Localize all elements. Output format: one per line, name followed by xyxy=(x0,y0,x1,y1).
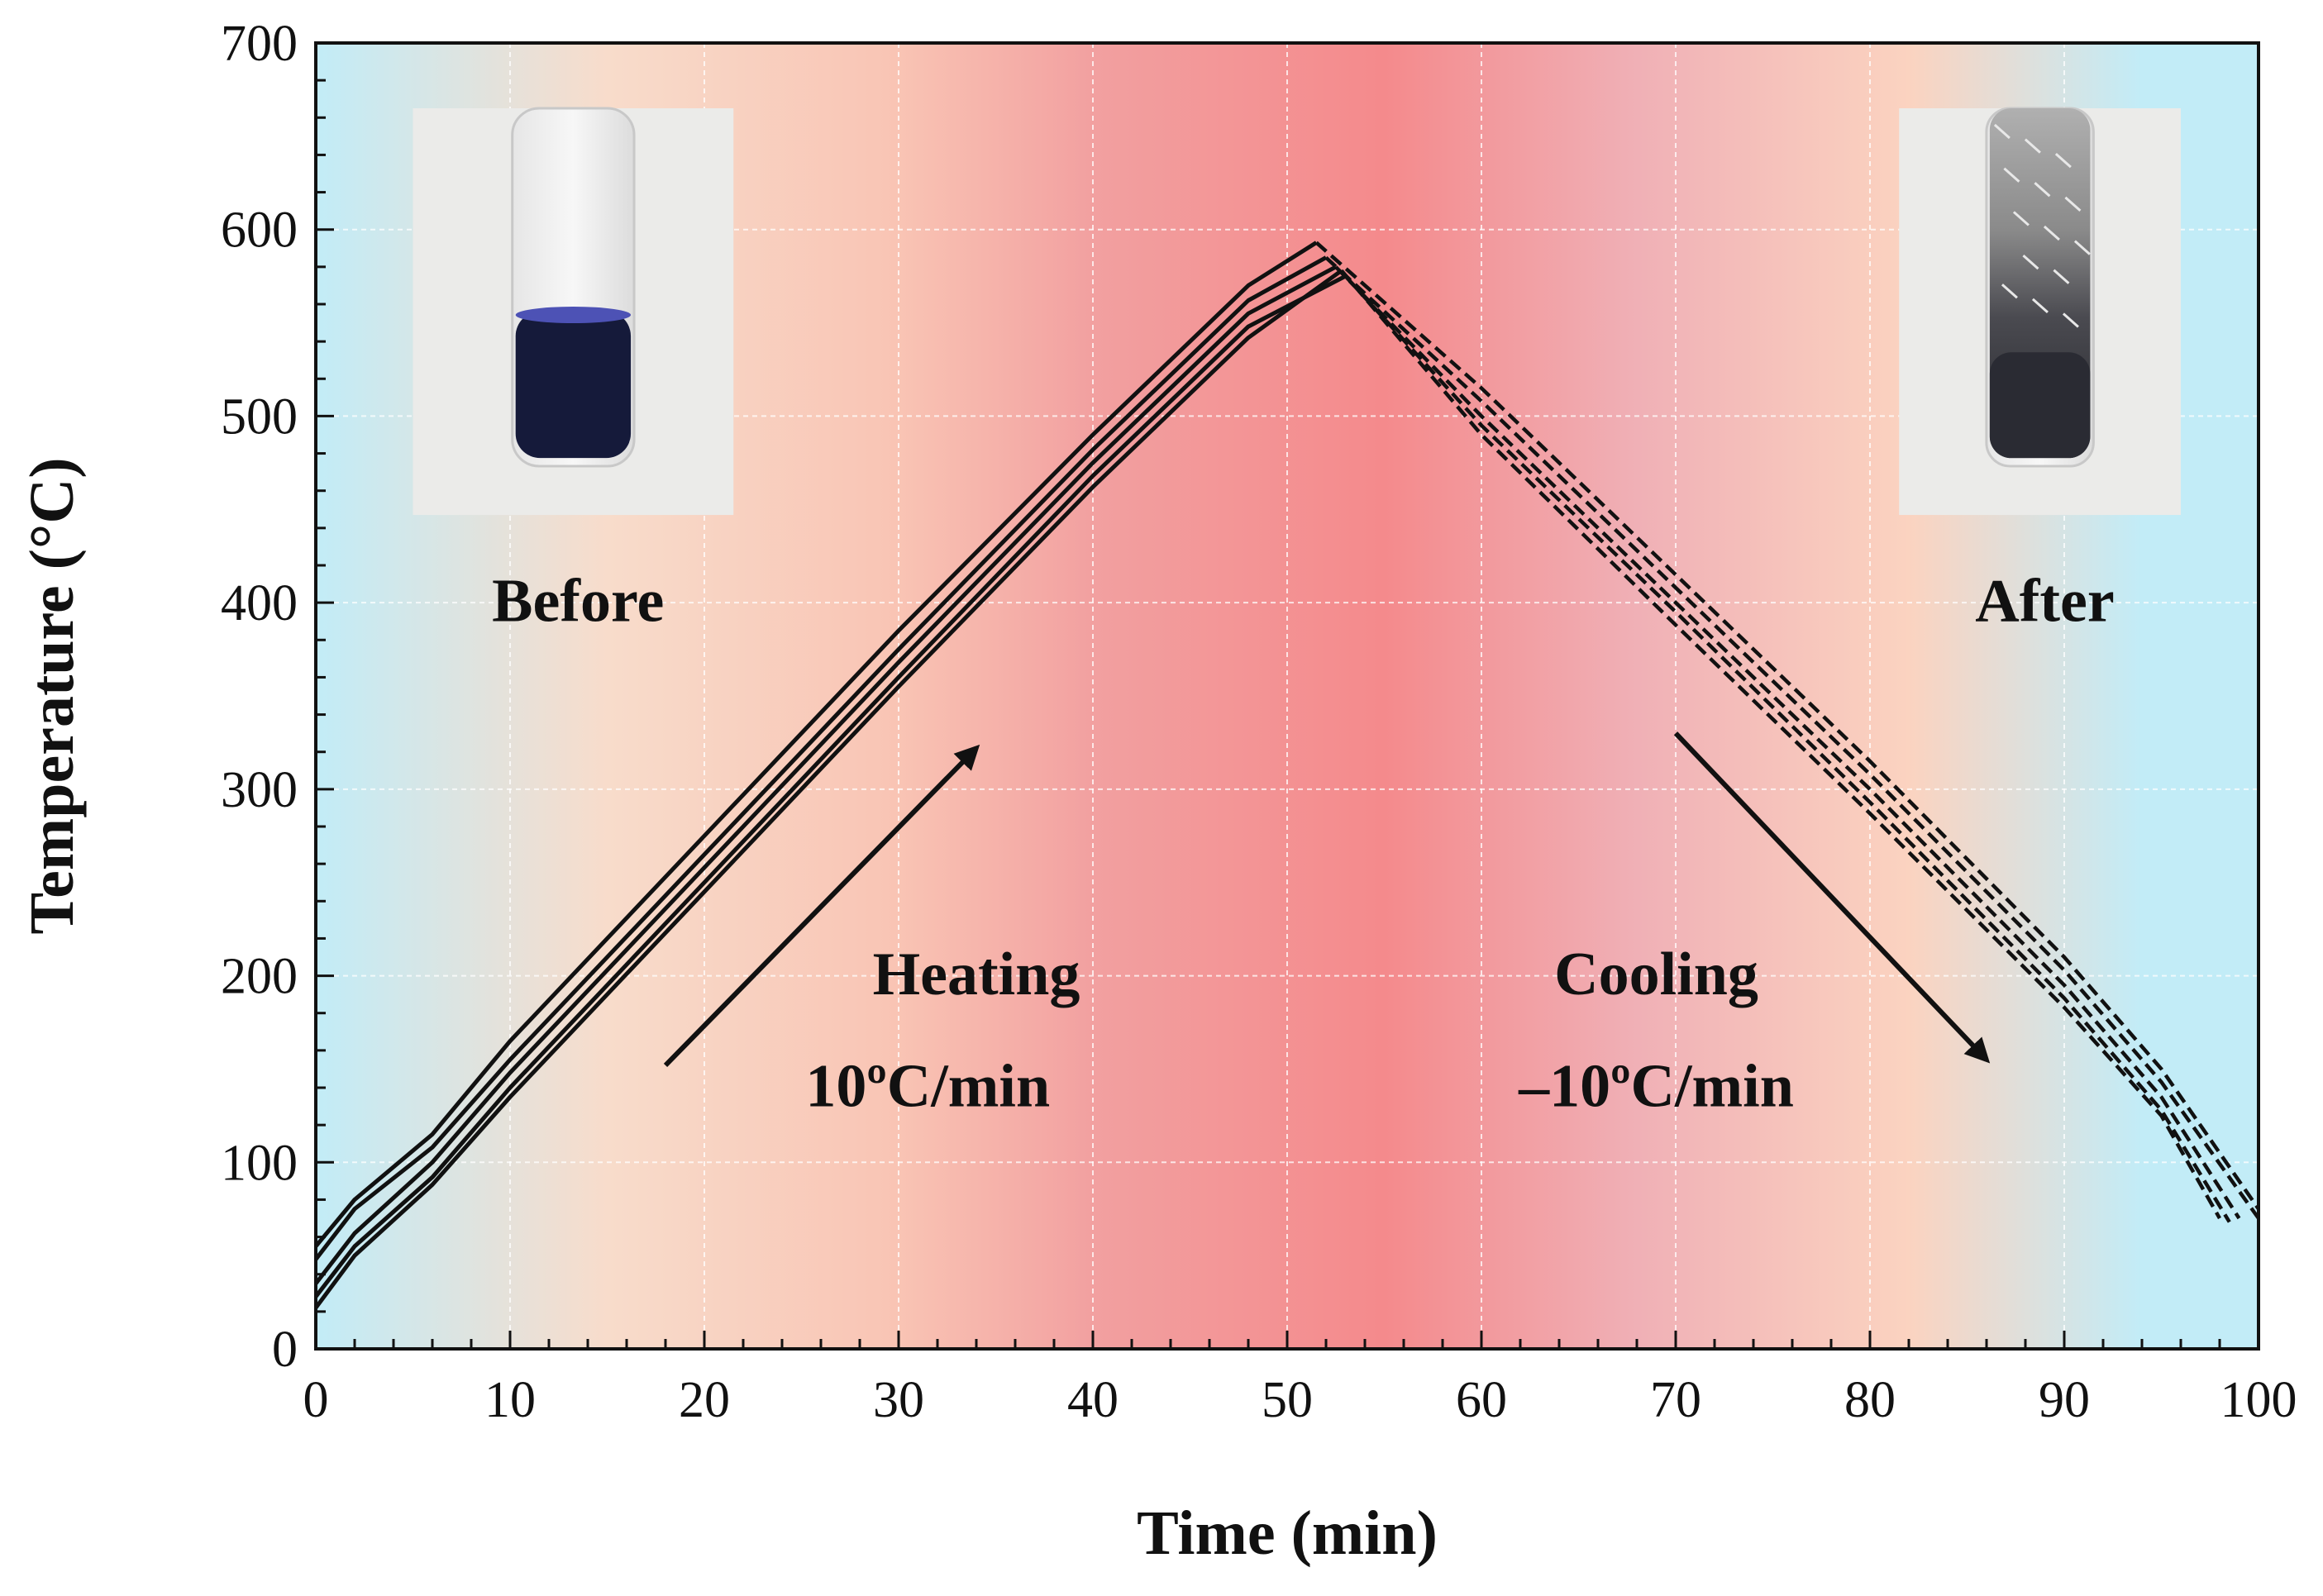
axis-ticks xyxy=(314,41,2260,1351)
x-tick-label: 60 xyxy=(1456,1372,1507,1428)
residue-streak xyxy=(2053,269,2070,284)
heating-arrow xyxy=(663,744,980,1068)
residue-streak xyxy=(2022,255,2039,270)
cooling-rate-label: –10ºC/min xyxy=(1518,1053,1794,1121)
x-tick-label: 80 xyxy=(1844,1372,1896,1428)
y-tick-label: 300 xyxy=(221,762,298,818)
series-line-cooling-4 xyxy=(1343,274,2231,1223)
heating-label: Heating xyxy=(873,941,1080,1008)
dark-residue xyxy=(1989,352,2091,459)
cooling-label: Cooling xyxy=(1554,941,1758,1008)
residue-streak xyxy=(2073,240,2091,255)
x-tick-label: 50 xyxy=(1262,1372,1313,1428)
y-axis-title: Temperature (°C) xyxy=(17,457,87,934)
residue-streak xyxy=(2031,298,2049,314)
series-line-cooling-3 xyxy=(1334,265,2241,1220)
x-tick-label: 40 xyxy=(1067,1372,1119,1428)
x-tick-label: 100 xyxy=(2220,1372,2297,1428)
y-tick-label: 400 xyxy=(221,575,298,631)
y-tick-label: 600 xyxy=(221,202,298,259)
photos-layer xyxy=(413,107,2181,516)
after-photo xyxy=(1899,107,2181,516)
x-tick-label: 70 xyxy=(1650,1372,1701,1428)
x-tick-labels: 0 10 20 30 40 50 60 70 80 90 100 xyxy=(303,1372,2297,1428)
residue-streak xyxy=(2034,182,2051,198)
after-label: After xyxy=(1975,568,2114,636)
residue-streak xyxy=(1993,123,2011,140)
y-tick-label: 200 xyxy=(221,949,298,1005)
x-tick-label: 10 xyxy=(484,1372,536,1428)
y-tick-label: 700 xyxy=(221,16,298,72)
y-tick-label: 100 xyxy=(221,1135,298,1191)
series-line-cooling-5 xyxy=(1340,269,2221,1220)
dark-liquid xyxy=(515,312,632,459)
before-label: Before xyxy=(492,568,664,636)
series-line-cooling-1 xyxy=(1314,241,2260,1210)
x-tick-label: 30 xyxy=(873,1372,924,1428)
residue-streak xyxy=(2062,312,2079,328)
residue-streak xyxy=(2024,138,2041,154)
x-tick-label: 20 xyxy=(679,1372,730,1428)
residue-streak xyxy=(2003,167,2020,183)
x-tick-label: 90 xyxy=(2039,1372,2090,1428)
heating-rate-label: 10ºC/min xyxy=(805,1053,1050,1121)
x-axis-title: Time (min) xyxy=(1137,1498,1438,1568)
series-line-heating-4 xyxy=(314,274,1347,1298)
x-tick-label: 0 xyxy=(303,1372,329,1428)
series-layer xyxy=(313,241,2260,1309)
residue-streak xyxy=(2054,153,2072,169)
y-tick-labels: 0 100 200 300 400 500 600 700 xyxy=(221,16,298,1378)
arrows-layer xyxy=(663,731,1991,1068)
before-photo xyxy=(413,107,734,516)
residue-streak xyxy=(2001,283,2018,299)
y-tick-label: 0 xyxy=(272,1322,298,1378)
residue-streak xyxy=(2043,225,2060,241)
series-line-cooling-2 xyxy=(1324,255,2260,1220)
series-line-heating-1 xyxy=(314,241,1318,1248)
liquid-meniscus xyxy=(515,307,632,324)
y-tick-label: 500 xyxy=(221,388,298,445)
series-line-heating-5 xyxy=(313,269,1343,1309)
series-line-heating-3 xyxy=(314,264,1337,1285)
residue-streak xyxy=(2064,196,2082,212)
residue-streak xyxy=(2012,211,2030,226)
series-line-heating-2 xyxy=(314,255,1328,1261)
cooling-arrow xyxy=(1673,731,1991,1064)
